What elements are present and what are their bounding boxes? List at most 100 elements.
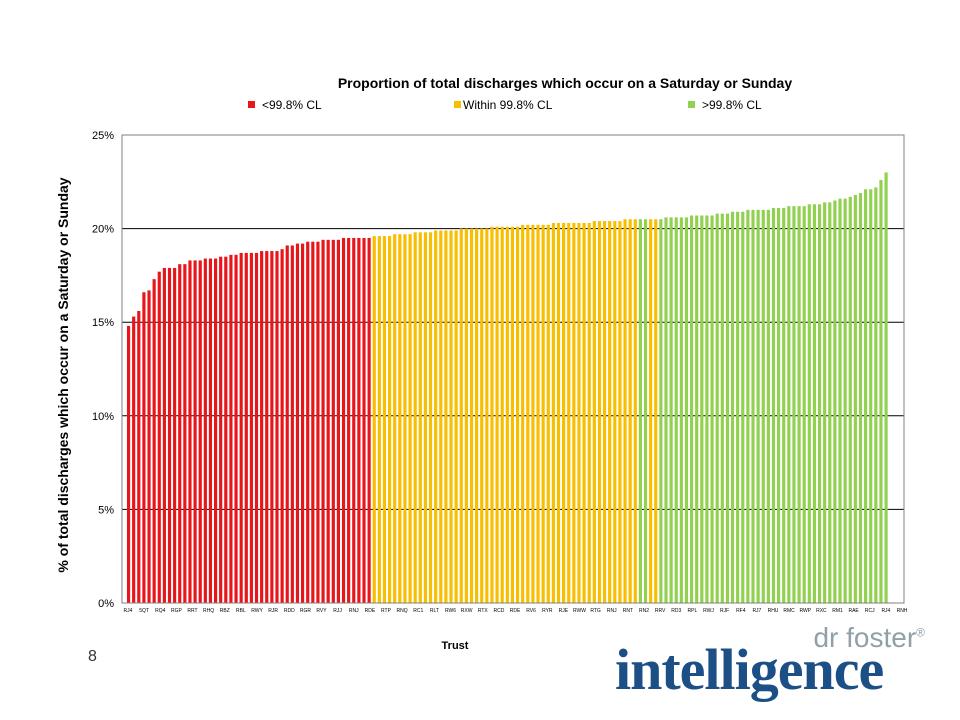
y-axis-label: % of total discharges which occur on a S… [55,177,71,572]
bar [444,230,448,603]
bar [459,228,463,603]
x-tick-label: RTP [381,608,392,614]
bar [377,236,381,603]
bar [787,206,791,603]
bar [137,310,141,603]
y-tick-label: 20% [92,224,114,236]
x-tick-label: RHU [768,608,779,614]
bar [336,239,340,603]
bar [700,215,704,603]
x-tick-label: RXC [816,608,827,614]
y-tick-label: 15% [92,317,114,329]
bar [454,230,458,603]
bar [879,179,883,603]
bar [306,241,310,603]
x-tick-label: RRT [187,608,197,614]
y-tick-labels: 0% 5% 10% 15% 20% 25% [92,130,114,610]
bar [705,215,709,603]
bar [710,215,714,603]
bar [352,237,356,603]
bar [613,221,617,604]
bar [434,230,438,603]
x-tick-label: RWJ [703,608,714,614]
bar [485,228,489,603]
bar [720,213,724,603]
bar [526,224,530,604]
x-tick-label: RDE [365,608,376,614]
bar [761,209,765,603]
bar [423,232,428,603]
bar [654,219,658,604]
bar [398,234,402,603]
bar [638,219,642,604]
x-tick-label: RJ7 [752,608,761,614]
bar [152,279,156,603]
bar [372,236,376,603]
bar [162,267,166,603]
bar [602,221,607,604]
bar [556,222,561,604]
bar [546,224,550,604]
bar [193,260,197,603]
bar [147,290,151,603]
x-tick-label: RJF [720,608,729,614]
x-tick-label: RJ4 [124,608,133,614]
bar [275,251,279,603]
x-tick-label: RNJ [349,608,359,614]
bar [858,193,863,603]
bar [449,230,453,603]
legend-label-amber: Within 99.8% CL [463,98,553,112]
x-tick-label: RNT [623,608,633,614]
bar [464,228,468,603]
bar [265,251,269,603]
x-tick-label: RNH [897,608,908,614]
bar [592,221,596,604]
bar [208,258,213,603]
bar [224,256,228,603]
bar [480,228,484,603]
x-tick-label: RJE [559,608,569,614]
bar [239,252,243,603]
x-tick-label: RVY [316,608,327,614]
bar [229,254,233,603]
bar [321,239,325,603]
bar [167,267,172,603]
bar [347,237,351,603]
bar [331,239,335,603]
bar [142,292,146,603]
x-tick-label: RHQ [203,608,214,614]
plot-area-frame [121,134,905,604]
slide-number: 8 [88,648,97,665]
x-tick-label: RJJ [333,608,342,614]
bar [510,226,515,604]
x-tick-label: RNQ [397,608,408,614]
bar [618,221,622,604]
x-tick-label: RJ4 [881,608,890,614]
bar [357,237,361,603]
x-tick-label: RDE [510,608,521,614]
bar [173,267,177,603]
legend-label-green: >99.8% CL [702,98,762,112]
legend-swatch-amber [454,101,461,108]
bar [874,187,878,604]
x-tick-label: RWP [800,608,812,614]
bar [388,236,392,603]
bar [490,226,494,604]
bar [746,209,750,603]
bar [690,215,694,603]
bar [715,213,719,603]
x-tick-label: RXW [461,608,473,614]
legend-swatch-green [688,101,695,108]
bar [280,249,284,603]
x-tick-label: RBL [236,608,246,614]
bar [664,217,668,603]
bar [633,219,637,604]
bar [869,189,873,604]
x-tick-label: RF4 [736,608,746,614]
bar [725,213,729,603]
bar [577,222,581,604]
bar [295,243,300,603]
bar [777,208,781,603]
x-tick-label: RQ4 [155,608,166,614]
bar [643,219,648,604]
